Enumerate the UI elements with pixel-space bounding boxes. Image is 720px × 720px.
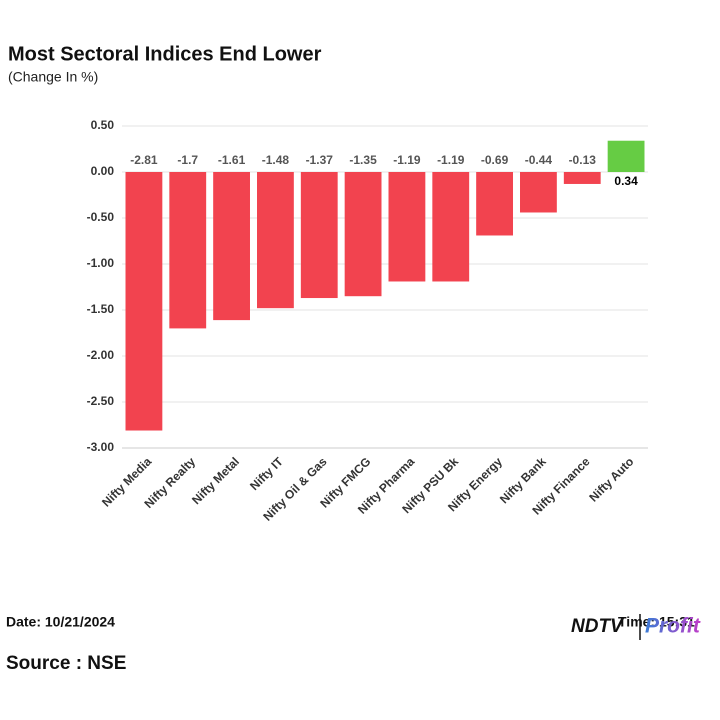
y-tick-label: -2.00 [87, 348, 115, 362]
bar [563, 172, 601, 184]
bar [213, 172, 250, 321]
y-tick-label: 0.50 [91, 118, 115, 132]
chart-title: Most Sectoral Indices End Lower [8, 43, 322, 65]
y-tick-label: -1.50 [87, 302, 115, 316]
x-tick-label: Nifty Auto [586, 454, 636, 504]
bar [125, 172, 163, 431]
value-label: -1.61 [218, 153, 246, 167]
bar [520, 172, 557, 213]
logo-profit: Profit [645, 615, 701, 638]
bar [344, 172, 382, 297]
bar [607, 140, 645, 172]
value-label: -1.19 [393, 153, 421, 167]
time: Time: 15:31 [618, 614, 695, 630]
x-tick-label: Nifty IT [247, 454, 286, 493]
value-label: -1.35 [349, 153, 377, 167]
y-tick-label: 0.00 [91, 164, 115, 178]
value-label: -0.44 [525, 153, 553, 167]
date: Date: 10/21/2024 [6, 614, 115, 630]
value-label: -0.13 [569, 153, 597, 167]
value-label: -1.7 [177, 153, 198, 167]
value-label: -1.37 [306, 153, 334, 167]
value-label: 0.34 [614, 174, 638, 188]
bar [257, 172, 294, 309]
bar [169, 172, 207, 329]
value-label: -2.81 [130, 153, 158, 167]
logo-ndtv: NDTV [571, 616, 624, 637]
source: Source : NSE [6, 653, 126, 674]
bar [388, 172, 426, 282]
y-tick-label: -2.50 [87, 394, 115, 408]
bar [300, 172, 338, 299]
y-tick-label: -3.00 [87, 440, 115, 454]
chart-subtitle: (Change In %) [8, 69, 98, 85]
value-label: -1.19 [437, 153, 465, 167]
bar [476, 172, 513, 236]
y-tick-label: -0.50 [87, 210, 115, 224]
bar [432, 172, 470, 282]
x-tick-label: Nifty Metal [189, 454, 242, 507]
value-label: -1.48 [262, 153, 290, 167]
value-label: -0.69 [481, 153, 509, 167]
y-tick-label: -1.00 [87, 256, 115, 270]
